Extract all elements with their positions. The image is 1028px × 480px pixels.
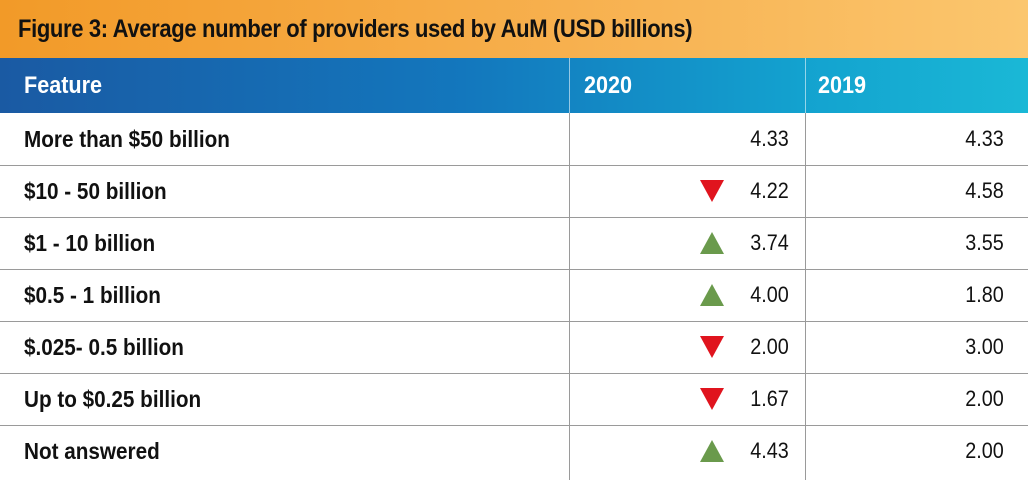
figure-title: Figure 3: Average number of providers us… xyxy=(18,14,693,43)
column-header-2020: 2020 xyxy=(584,71,633,99)
triangle-up-icon xyxy=(700,440,725,462)
feature-cell: $10 - 50 billion xyxy=(24,177,167,204)
feature-cell: $0.5 - 1 billion xyxy=(24,281,161,308)
row-divider xyxy=(0,321,1028,322)
column-header-2019: 2019 xyxy=(818,71,867,99)
value-2019-cell: 3.00 xyxy=(965,334,1004,359)
value-2020-cell: 4.22 xyxy=(570,165,805,217)
feature-cell: Up to $0.25 billion xyxy=(24,385,202,412)
value-2019-cell: 2.00 xyxy=(965,386,1004,411)
column-divider xyxy=(805,113,806,480)
value-2020-cell: 1.67 xyxy=(570,373,805,425)
row-divider xyxy=(0,269,1028,270)
column-divider xyxy=(569,113,570,480)
feature-cell: $.025- 0.5 billion xyxy=(24,333,184,360)
value-2019-cell: 2.00 xyxy=(965,438,1004,463)
row-divider xyxy=(0,425,1028,426)
triangle-up-icon xyxy=(700,232,725,254)
value-2020-cell: 2.00 xyxy=(570,321,805,373)
header-divider xyxy=(569,58,570,113)
value-2019-cell: 4.58 xyxy=(965,178,1004,203)
value-2020-cell: 4.33 xyxy=(750,126,789,151)
value-2020-cell: 4.43 xyxy=(570,425,805,477)
column-header-feature: Feature xyxy=(24,71,103,99)
triangle-down-icon xyxy=(700,180,725,202)
table-header: Feature 2020 2019 xyxy=(0,58,1028,113)
value-2019-cell: 1.80 xyxy=(965,282,1004,307)
value-2020-cell: 3.74 xyxy=(570,217,805,269)
row-divider xyxy=(0,373,1028,374)
feature-cell: Not answered xyxy=(24,437,160,464)
title-bar: Figure 3: Average number of providers us… xyxy=(0,0,1028,58)
row-divider xyxy=(0,165,1028,166)
value-2019-cell: 3.55 xyxy=(965,230,1004,255)
row-divider xyxy=(0,217,1028,218)
triangle-down-icon xyxy=(700,388,725,410)
feature-cell: More than $50 billion xyxy=(24,125,230,152)
value-2020-cell: 4.00 xyxy=(570,269,805,321)
header-divider xyxy=(805,58,806,113)
triangle-up-icon xyxy=(700,284,725,306)
value-2019-cell: 4.33 xyxy=(965,126,1004,151)
triangle-down-icon xyxy=(700,336,725,358)
feature-cell: $1 - 10 billion xyxy=(24,229,156,256)
